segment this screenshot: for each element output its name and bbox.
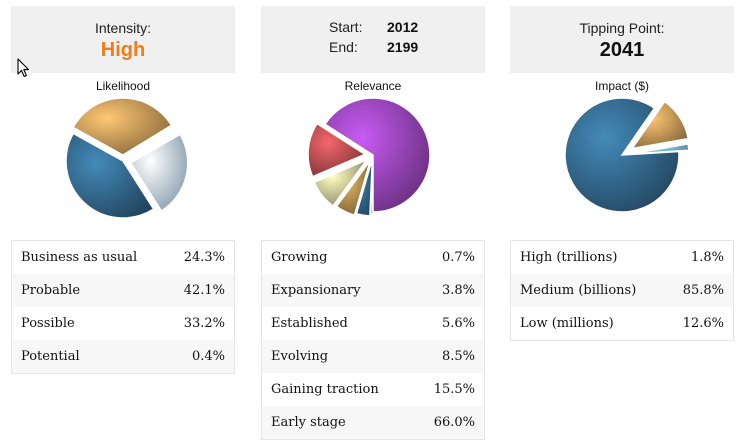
pie-slice[interactable]: [307, 122, 367, 178]
likelihood-pie-chart[interactable]: [11, 95, 235, 225]
period-panel: Start: 2012 End: 2199: [261, 6, 485, 73]
impact-table: High (trillions) 1.8% Medium (billions) …: [510, 240, 734, 341]
pie-slice[interactable]: [564, 97, 680, 213]
likelihood-chart-title: Likelihood: [95, 79, 151, 93]
table-row[interactable]: Low (millions) 12.6%: [511, 307, 733, 340]
table-row[interactable]: Potential 0.4%: [12, 340, 234, 373]
table-row[interactable]: Gaining traction 15.5%: [262, 373, 484, 406]
row-label: Probable: [21, 283, 81, 298]
start-label: Start:: [329, 19, 363, 35]
pie-slice[interactable]: [323, 97, 431, 213]
row-percent: 8.5%: [441, 349, 475, 364]
pie-slice[interactable]: [630, 100, 690, 150]
relevance-table: Growing 0.7% Expansionary 3.8% Establish…: [261, 240, 485, 440]
row-label: Medium (billions): [520, 283, 637, 298]
row-label: Expansionary: [271, 283, 361, 298]
row-percent: 33.2%: [183, 316, 225, 331]
row-percent: 66.0%: [433, 415, 475, 430]
pie-slice[interactable]: [65, 132, 155, 219]
row-label: Evolving: [271, 349, 329, 364]
tipping-point-value: 2041: [599, 39, 645, 61]
row-label: Gaining traction: [271, 382, 379, 397]
end-row: End: 2199: [261, 39, 485, 55]
row-label: Low (millions): [520, 316, 614, 331]
row-label: Business as usual: [21, 250, 138, 265]
table-row[interactable]: Early stage 66.0%: [262, 406, 484, 439]
table-row[interactable]: Established 5.6%: [262, 307, 484, 340]
row-percent: 0.7%: [441, 250, 475, 265]
tipping-point-panel: Tipping Point: 2041: [510, 6, 734, 73]
table-row[interactable]: Probable 42.1%: [12, 274, 234, 307]
intensity-value: High: [100, 39, 146, 61]
row-percent: 3.8%: [441, 283, 475, 298]
pie-slice[interactable]: [313, 158, 369, 207]
table-row[interactable]: Growing 0.7%: [262, 241, 484, 274]
end-label: End:: [329, 39, 358, 55]
row-percent: 85.8%: [682, 283, 724, 298]
table-row[interactable]: High (trillions) 1.8%: [511, 241, 733, 274]
row-label: Potential: [21, 349, 80, 364]
pie-slice[interactable]: [355, 158, 374, 217]
impact-chart-title: Impact ($): [594, 79, 649, 93]
likelihood-table: Business as usual 24.3% Probable 42.1% P…: [11, 240, 235, 374]
pie-slice[interactable]: [335, 159, 372, 217]
intensity-label: Intensity:: [94, 20, 152, 36]
table-row[interactable]: Business as usual 24.3%: [12, 241, 234, 274]
table-row[interactable]: Evolving 8.5%: [262, 340, 484, 373]
tipping-point-label: Tipping Point:: [579, 20, 665, 36]
row-percent: 24.3%: [183, 250, 225, 265]
row-percent: 12.6%: [682, 316, 724, 331]
row-percent: 0.4%: [191, 349, 225, 364]
row-label: High (trillions): [520, 250, 618, 265]
start-row: Start: 2012: [261, 19, 485, 35]
mouse-pointer-icon: [17, 58, 30, 78]
impact-pie-chart[interactable]: [510, 95, 734, 225]
pie-slice[interactable]: [72, 97, 173, 156]
row-percent: 42.1%: [183, 283, 225, 298]
relevance-chart-title: Relevance: [344, 79, 402, 93]
pie-slice[interactable]: [129, 133, 189, 212]
row-percent: 5.6%: [441, 316, 475, 331]
pie-slice[interactable]: [126, 128, 177, 160]
end-value: 2199: [387, 39, 419, 55]
row-label: Early stage: [271, 415, 346, 430]
table-row[interactable]: Possible 33.2%: [12, 307, 234, 340]
start-value: 2012: [387, 19, 419, 35]
table-row[interactable]: Expansionary 3.8%: [262, 274, 484, 307]
row-label: Growing: [271, 250, 328, 265]
pie-slice[interactable]: [631, 143, 690, 155]
relevance-pie-chart[interactable]: [261, 95, 485, 225]
row-percent: 15.5%: [433, 382, 475, 397]
row-label: Possible: [21, 316, 75, 331]
intensity-panel: Intensity: High: [11, 6, 235, 73]
row-label: Established: [271, 316, 348, 331]
table-row[interactable]: Medium (billions) 85.8%: [511, 274, 733, 307]
row-percent: 1.8%: [690, 250, 724, 265]
